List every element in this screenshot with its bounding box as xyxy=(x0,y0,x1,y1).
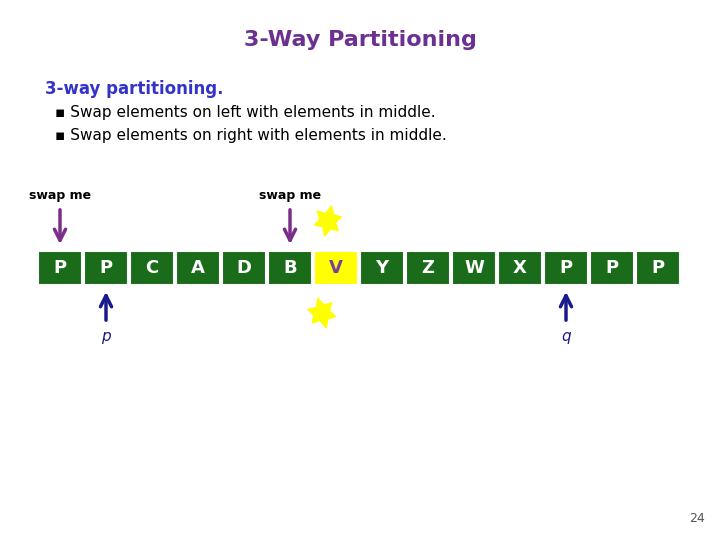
Text: ▪ Swap elements on right with elements in middle.: ▪ Swap elements on right with elements i… xyxy=(55,128,446,143)
Text: 24: 24 xyxy=(689,512,705,525)
Text: P: P xyxy=(652,259,665,277)
Bar xyxy=(130,251,174,285)
Text: p: p xyxy=(102,329,111,344)
Text: swap me: swap me xyxy=(259,189,321,202)
Text: W: W xyxy=(464,259,484,277)
Text: P: P xyxy=(606,259,618,277)
Bar xyxy=(314,251,358,285)
Text: P: P xyxy=(53,259,66,277)
Text: C: C xyxy=(145,259,158,277)
Text: D: D xyxy=(236,259,251,277)
Text: P: P xyxy=(99,259,112,277)
Polygon shape xyxy=(315,206,341,236)
Text: B: B xyxy=(283,259,297,277)
Text: A: A xyxy=(191,259,205,277)
Bar xyxy=(222,251,266,285)
Bar xyxy=(268,251,312,285)
Text: 3-Way Partitioning: 3-Way Partitioning xyxy=(243,30,477,50)
Bar xyxy=(498,251,542,285)
Bar xyxy=(360,251,404,285)
Text: q: q xyxy=(561,329,571,344)
Polygon shape xyxy=(307,298,336,328)
Text: ▪ Swap elements on left with elements in middle.: ▪ Swap elements on left with elements in… xyxy=(55,105,436,120)
Bar xyxy=(406,251,450,285)
Text: V: V xyxy=(329,259,343,277)
Text: X: X xyxy=(513,259,527,277)
Text: Z: Z xyxy=(422,259,434,277)
Bar xyxy=(176,251,220,285)
Text: P: P xyxy=(559,259,572,277)
Bar xyxy=(636,251,680,285)
Bar xyxy=(590,251,634,285)
Text: 3-way partitioning.: 3-way partitioning. xyxy=(45,80,223,98)
Text: swap me: swap me xyxy=(29,189,91,202)
Text: Y: Y xyxy=(375,259,389,277)
Bar xyxy=(84,251,128,285)
Bar xyxy=(544,251,588,285)
Bar xyxy=(38,251,82,285)
Bar xyxy=(452,251,496,285)
